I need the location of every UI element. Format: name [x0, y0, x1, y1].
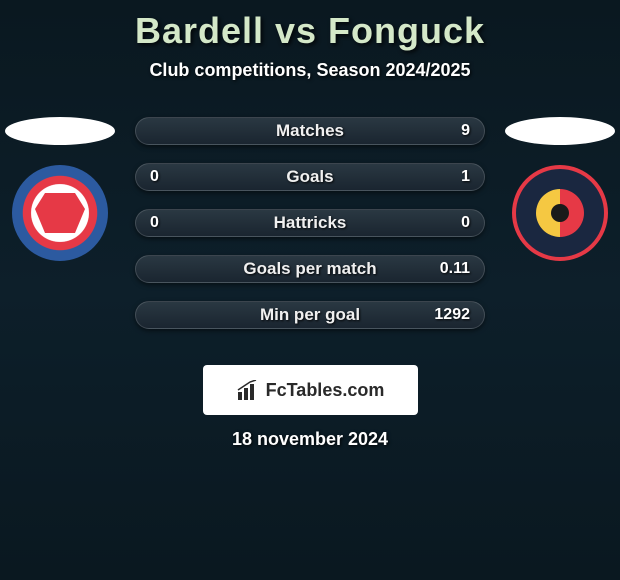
stat-right-value: 1 — [461, 168, 470, 186]
stat-row-goals-per-match: Goals per match 0.11 — [135, 255, 485, 283]
left-platform — [5, 117, 115, 145]
stat-label: Hattricks — [274, 213, 347, 233]
stat-left-value: 0 — [150, 214, 159, 232]
attribution-badge: FcTables.com — [203, 365, 418, 415]
right-club-crest — [512, 165, 608, 261]
stat-row-min-per-goal: Min per goal 1292 — [135, 301, 485, 329]
left-player-column — [0, 99, 120, 261]
stat-right-value: 9 — [461, 122, 470, 140]
stat-left-value: 0 — [150, 168, 159, 186]
left-club-crest — [12, 165, 108, 261]
date-text: 18 november 2024 — [232, 429, 388, 450]
chart-icon — [236, 380, 260, 400]
stat-label: Goals per match — [243, 259, 376, 279]
attribution-text: FcTables.com — [266, 380, 385, 401]
subtitle: Club competitions, Season 2024/2025 — [0, 60, 620, 81]
right-player-column — [500, 99, 620, 261]
stats-list: Matches 9 0 Goals 1 0 Hattricks 0 Goals … — [135, 117, 485, 329]
stat-right-value: 0 — [461, 214, 470, 232]
stat-right-value: 1292 — [434, 306, 470, 324]
right-platform — [505, 117, 615, 145]
stat-row-hattricks: 0 Hattricks 0 — [135, 209, 485, 237]
stat-label: Goals — [286, 167, 333, 187]
stat-label: Matches — [276, 121, 344, 141]
stat-row-matches: Matches 9 — [135, 117, 485, 145]
comparison-area: Matches 9 0 Goals 1 0 Hattricks 0 Goals … — [0, 99, 620, 359]
stat-right-value: 0.11 — [440, 260, 470, 278]
footer: FcTables.com 18 november 2024 — [0, 365, 620, 450]
stat-row-goals: 0 Goals 1 — [135, 163, 485, 191]
stat-label: Min per goal — [260, 305, 360, 325]
page-title: Bardell vs Fonguck — [0, 10, 620, 52]
